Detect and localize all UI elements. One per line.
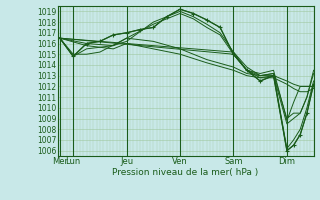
X-axis label: Pression niveau de la mer( hPa ): Pression niveau de la mer( hPa ) <box>112 168 259 177</box>
